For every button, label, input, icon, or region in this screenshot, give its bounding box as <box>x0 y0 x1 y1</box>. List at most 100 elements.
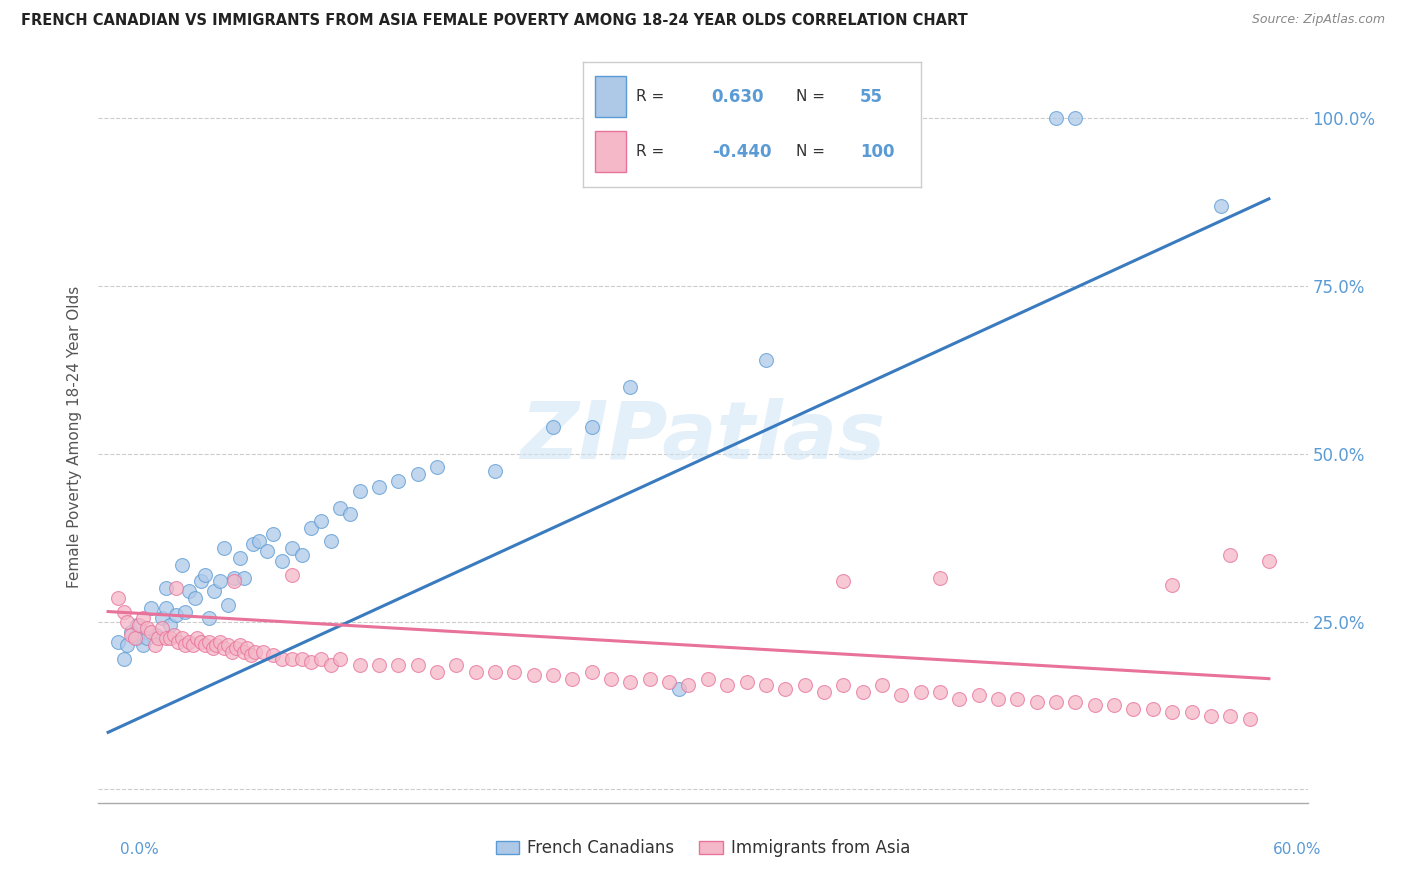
Point <box>252 645 274 659</box>
Point <box>212 641 235 656</box>
Point <box>503 665 526 679</box>
Point <box>1142 702 1164 716</box>
Point <box>120 624 142 639</box>
Text: N =: N = <box>796 145 825 160</box>
Point <box>1084 698 1107 713</box>
Point <box>112 651 135 665</box>
Point <box>190 634 212 648</box>
Point <box>163 628 186 642</box>
Point <box>209 634 232 648</box>
Point <box>1161 705 1184 719</box>
Point <box>832 574 855 589</box>
Point <box>184 591 207 606</box>
Point <box>107 634 129 648</box>
Text: 0.0%: 0.0% <box>120 842 159 856</box>
Point <box>155 581 177 595</box>
Text: 60.0%: 60.0% <box>1274 842 1322 856</box>
Bar <box>595 131 626 172</box>
Text: ZIPatlas: ZIPatlas <box>520 398 886 476</box>
Point <box>1122 702 1144 716</box>
Point <box>929 571 952 585</box>
Point <box>349 483 371 498</box>
Point <box>755 678 778 692</box>
Point <box>281 567 304 582</box>
Point <box>166 634 188 648</box>
Y-axis label: Female Poverty Among 18-24 Year Olds: Female Poverty Among 18-24 Year Olds <box>67 286 83 588</box>
Point <box>339 508 361 522</box>
Bar <box>595 76 626 118</box>
Point <box>1102 698 1125 713</box>
Point <box>1064 695 1087 709</box>
Point <box>870 678 893 692</box>
Text: FRENCH CANADIAN VS IMMIGRANTS FROM ASIA FEMALE POVERTY AMONG 18-24 YEAR OLDS COR: FRENCH CANADIAN VS IMMIGRANTS FROM ASIA … <box>21 13 967 29</box>
Point <box>155 601 177 615</box>
Point <box>600 672 623 686</box>
Point <box>117 615 139 629</box>
Point <box>132 611 155 625</box>
Point <box>190 574 212 589</box>
Point <box>793 678 815 692</box>
Point <box>1219 708 1241 723</box>
Point <box>139 624 162 639</box>
Point <box>1199 708 1222 723</box>
Point <box>813 685 835 699</box>
Point <box>271 554 294 568</box>
Point <box>948 691 970 706</box>
Text: N =: N = <box>796 89 825 104</box>
Point <box>1064 112 1087 126</box>
Point <box>150 611 173 625</box>
Point <box>1045 695 1067 709</box>
Point <box>696 672 718 686</box>
Point <box>256 544 278 558</box>
Text: 100: 100 <box>860 143 894 161</box>
Point <box>204 584 226 599</box>
Point <box>299 655 322 669</box>
Point <box>112 605 135 619</box>
Point <box>179 634 201 648</box>
Point <box>236 641 259 656</box>
Point <box>678 678 700 692</box>
Point <box>201 641 224 656</box>
Point <box>464 665 486 679</box>
Point <box>117 638 139 652</box>
Point <box>299 521 322 535</box>
Point <box>668 681 690 696</box>
Point <box>387 474 409 488</box>
Point <box>242 537 264 551</box>
Point <box>735 675 758 690</box>
Legend: French Canadians, Immigrants from Asia: French Canadians, Immigrants from Asia <box>489 832 917 864</box>
Point <box>240 648 263 662</box>
Point <box>232 571 254 585</box>
Point <box>132 638 155 652</box>
Text: -0.440: -0.440 <box>711 143 772 161</box>
Point <box>368 480 391 494</box>
Point <box>1045 112 1067 126</box>
Point <box>349 658 371 673</box>
Point <box>148 632 170 646</box>
Point <box>170 632 193 646</box>
Point <box>755 352 778 367</box>
Point <box>619 380 641 394</box>
Point <box>967 689 990 703</box>
Point <box>174 638 197 652</box>
Point <box>581 420 603 434</box>
Point <box>217 598 239 612</box>
Point <box>581 665 603 679</box>
Point <box>209 574 232 589</box>
Point <box>124 632 146 646</box>
Point <box>309 514 332 528</box>
Point <box>232 645 254 659</box>
Point <box>159 618 181 632</box>
Point <box>262 648 284 662</box>
Point <box>1161 578 1184 592</box>
Point <box>329 500 352 515</box>
Point <box>290 651 312 665</box>
Point <box>1025 695 1047 709</box>
Point <box>179 584 201 599</box>
Point <box>987 691 1010 706</box>
Point <box>194 567 217 582</box>
Point <box>910 685 932 699</box>
Text: Source: ZipAtlas.com: Source: ZipAtlas.com <box>1251 13 1385 27</box>
Text: R =: R = <box>636 145 664 160</box>
Point <box>281 651 304 665</box>
